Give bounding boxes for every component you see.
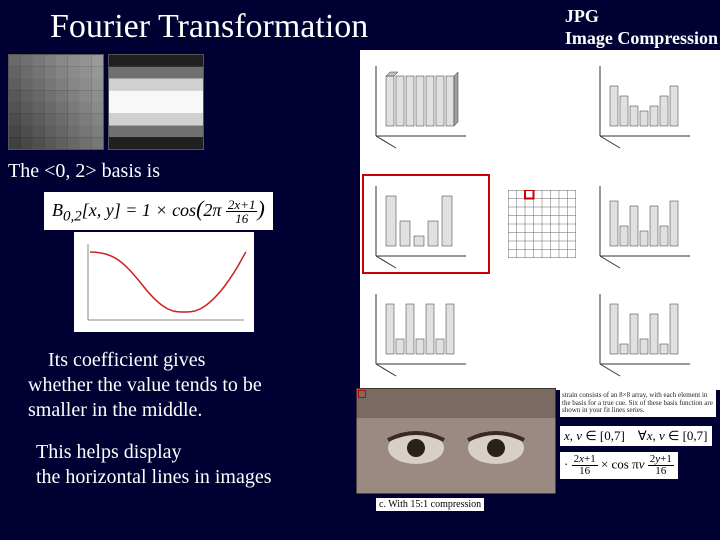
highlight-box	[362, 174, 490, 274]
coeff-l2: whether the value tends to be	[28, 374, 262, 396]
helps-text: This helps display the horizontal lines …	[36, 440, 366, 490]
thumb-horizontal-bands	[108, 54, 204, 150]
coefficient-text: Its coefficient gives whether the value …	[28, 348, 328, 423]
dct-panel	[360, 50, 720, 390]
bar3d-bot-right	[590, 284, 710, 380]
bar3d-bot-left	[366, 284, 486, 380]
helps-l1: This helps display	[36, 441, 182, 463]
thumbnail-row	[8, 54, 204, 150]
eyes-caption: c. With 15:1 compression	[376, 498, 484, 511]
coeff-l1: Its coefficient gives	[48, 349, 205, 371]
basis-text: The <0, 2> basis is	[8, 160, 160, 183]
bar3d-top-right	[590, 56, 710, 152]
basis-formula: B0,2[x, y] = 1 × cos(2π 2x+116)	[44, 192, 273, 230]
lena-eyes-image	[356, 388, 556, 494]
thumb-blurred-gray	[8, 54, 104, 150]
right-formula-cos: · 2x+116 × cos πv 2y+116	[560, 452, 678, 479]
slide-title: Fourier Transformation	[50, 8, 368, 46]
right-formula-domain: x, v ∈ [0,7] ∀x, v ∈ [0,7]	[560, 426, 712, 446]
subtitle-l2: Image Compression	[565, 28, 718, 48]
subtitle-l1: JPG	[565, 6, 599, 26]
dct-spectrum-grid	[508, 190, 576, 258]
right-tiny-text: strain consists of an 8×8 array, with ea…	[560, 390, 716, 417]
cosine-curve	[74, 232, 254, 332]
bar3d-top-left	[366, 56, 486, 152]
bar3d-mid-right	[590, 176, 710, 272]
helps-l2: the horizontal lines in images	[36, 466, 272, 488]
slide-subtitle: JPG Image Compression	[565, 6, 718, 49]
coeff-l3: smaller in the middle.	[28, 399, 202, 421]
